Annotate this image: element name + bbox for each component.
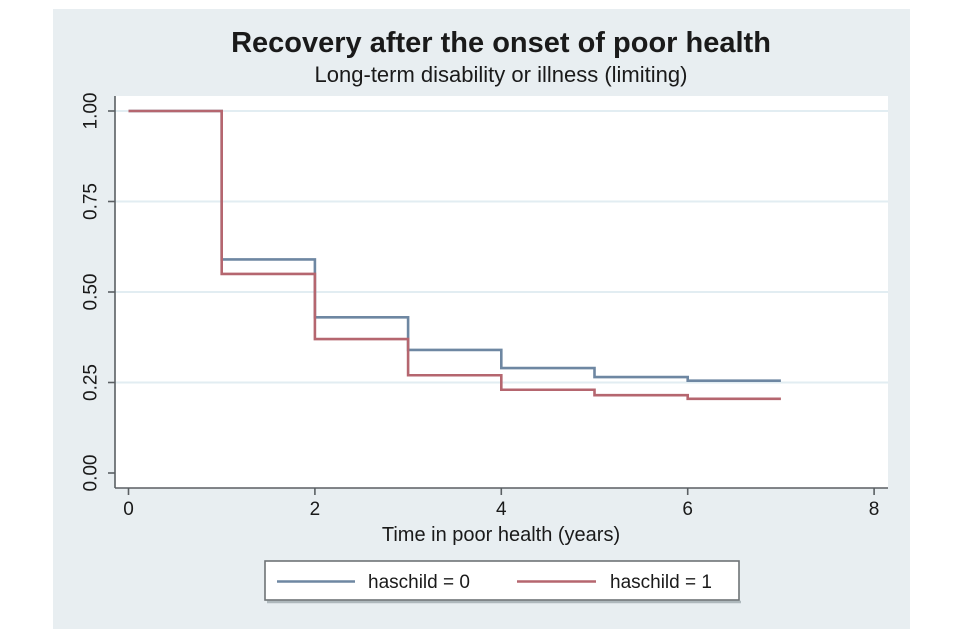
x-tick-label: 8: [869, 499, 880, 520]
chart-background-layer: 0.00 0.25 0.50 0.75 1.00 0 2 4 6 8: [53, 9, 910, 629]
legend-label-0: haschild = 0: [368, 572, 470, 593]
curve-haschild1: [128, 109, 781, 401]
y-tick-label: 0.75: [81, 183, 102, 220]
chart-data-layer: [128, 109, 781, 401]
chart-title: Recovery after the onset of poor health: [231, 27, 771, 59]
legend-label-1: haschild = 1: [610, 572, 712, 593]
x-axis-title: Time in poor health (years): [382, 524, 620, 546]
y-tick-label: 0.25: [81, 364, 102, 401]
y-tick-label: 0.00: [81, 455, 102, 492]
x-tick-label: 6: [682, 499, 693, 520]
y-tick-label: 1.00: [81, 93, 102, 130]
x-tick-label: 4: [496, 499, 507, 520]
chart-subtitle: Long-term disability or illness (limitin…: [315, 62, 688, 87]
x-tick-label: 2: [310, 499, 321, 520]
y-tick-label: 0.50: [81, 274, 102, 311]
x-tick-label: 0: [123, 499, 134, 520]
chart-legend-layer: haschild = 0 haschild = 1: [264, 560, 741, 604]
curve-haschild0: [128, 109, 781, 382]
